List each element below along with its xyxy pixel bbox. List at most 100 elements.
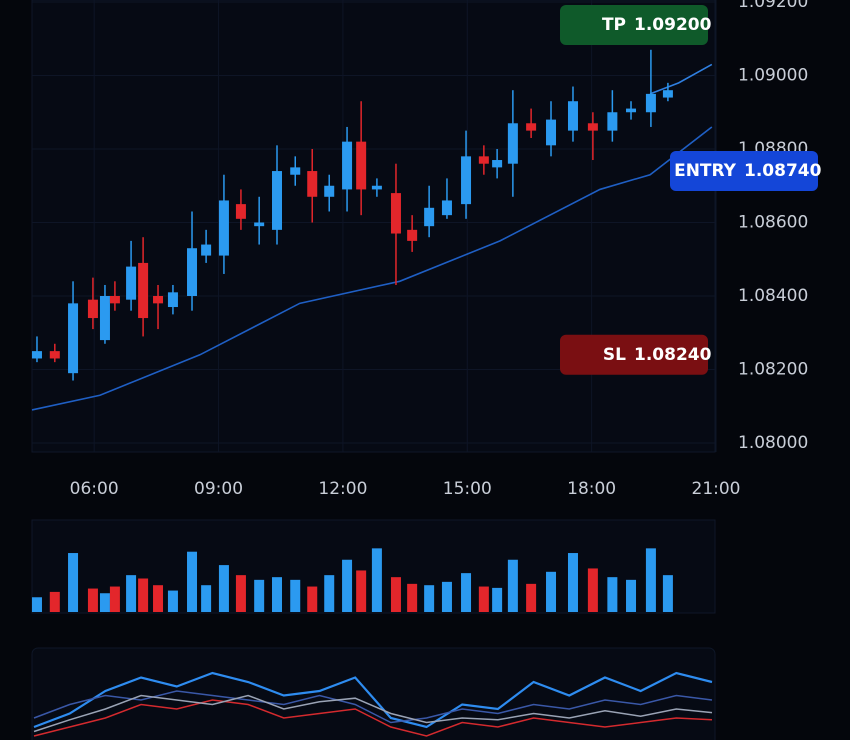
candle-body (290, 167, 301, 175)
price-label-box (670, 151, 818, 192)
price-label-box (560, 5, 708, 45)
candle-body (526, 123, 537, 131)
x-tick-label: 18:00 (567, 479, 616, 499)
volume-bar (526, 583, 537, 612)
x-tick-label: 06:00 (70, 479, 119, 499)
price-label-value: 1.08740 (744, 161, 822, 181)
candle-body (371, 185, 382, 190)
candle-body (109, 296, 120, 304)
volume-bar (645, 548, 656, 612)
candle-body (254, 222, 265, 227)
volume-bar (662, 575, 673, 612)
y-tick-label: 1.08000 (738, 433, 808, 453)
candle-body (390, 193, 401, 234)
volume-bar (587, 568, 598, 612)
volume-bar (31, 597, 42, 612)
oscillator-line (33, 699, 713, 737)
candle-body (567, 101, 578, 131)
volume-bar (87, 588, 98, 612)
price-label-box (560, 334, 708, 375)
candle-body (307, 171, 318, 197)
moving-average (31, 126, 713, 411)
volume-bar (371, 548, 382, 612)
oscillator-panel (31, 647, 716, 740)
candle-body (271, 171, 282, 230)
oscillator-line (33, 671, 713, 729)
oscillator-line (33, 694, 713, 733)
candle-body (587, 123, 598, 131)
price-label-name: SL (603, 345, 626, 365)
volume-bar (546, 571, 557, 612)
candle-body (342, 141, 353, 190)
candle-body (546, 119, 557, 146)
x-tick-label: 12:00 (318, 479, 367, 499)
volume-bar (254, 579, 265, 612)
candle-body (99, 296, 110, 341)
candle-body (31, 351, 42, 359)
candle-body (492, 160, 503, 168)
price-panel (31, 0, 716, 453)
candle-body (478, 156, 489, 164)
volume-bar (390, 577, 401, 612)
candle-body (626, 108, 637, 113)
oscillator-line (33, 690, 713, 724)
volume-bar (167, 590, 178, 612)
volume-bar (99, 593, 110, 612)
volume-bar (492, 587, 503, 612)
volume-bar (187, 551, 198, 612)
candle-body (441, 200, 452, 216)
volume-bar (478, 586, 489, 612)
y-tick-label: 1.08600 (738, 213, 808, 233)
volume-bar (307, 586, 318, 612)
candle-body (424, 207, 435, 227)
volume-bar (324, 575, 335, 612)
candle-body (201, 244, 212, 256)
y-tick-label: 1.09000 (738, 66, 808, 86)
y-tick-label: 1.08200 (738, 360, 808, 380)
volume-bar (607, 577, 618, 612)
volume-bar (507, 559, 518, 612)
volume-bar (109, 586, 120, 612)
y-tick-label: 1.09200 (738, 0, 808, 12)
volume-bar (407, 583, 418, 612)
volume-bar (201, 585, 212, 612)
volume-bar (68, 553, 79, 612)
volume-bar (271, 577, 282, 612)
x-tick-label: 15:00 (443, 479, 492, 499)
price-label-name: ENTRY (674, 161, 737, 181)
volume-bar (567, 553, 578, 612)
volume-bar (356, 570, 367, 612)
candle-body (49, 351, 60, 359)
candle-body (407, 229, 418, 241)
x-tick-label: 21:00 (692, 479, 741, 499)
candle-body (645, 93, 656, 113)
candle-body (324, 185, 335, 197)
price-label-value: 1.08240 (634, 345, 712, 365)
candle-body (126, 266, 137, 300)
candle-body (507, 123, 518, 164)
candle-body (356, 141, 367, 190)
candle-body (167, 292, 178, 308)
candle-body (68, 303, 79, 374)
volume-bar (49, 591, 60, 612)
volume-bar (461, 573, 472, 612)
volume-bar (424, 585, 435, 612)
volume-bar (342, 559, 353, 612)
candle-body (138, 262, 149, 319)
candle-body (235, 204, 246, 219)
moving-average (649, 63, 713, 95)
candle-body (662, 90, 673, 98)
volume-bar (290, 579, 301, 612)
price-label-name: TP (602, 15, 626, 35)
candle-body (87, 299, 98, 319)
volume-bar (218, 565, 229, 612)
candle-body (461, 156, 472, 205)
candle-body (153, 296, 164, 304)
candle-body (218, 200, 229, 256)
volume-bar (235, 575, 246, 612)
volume-bar (626, 579, 637, 612)
volume-bar (138, 578, 149, 612)
candle-body (187, 248, 198, 296)
volume-bar (441, 581, 452, 612)
